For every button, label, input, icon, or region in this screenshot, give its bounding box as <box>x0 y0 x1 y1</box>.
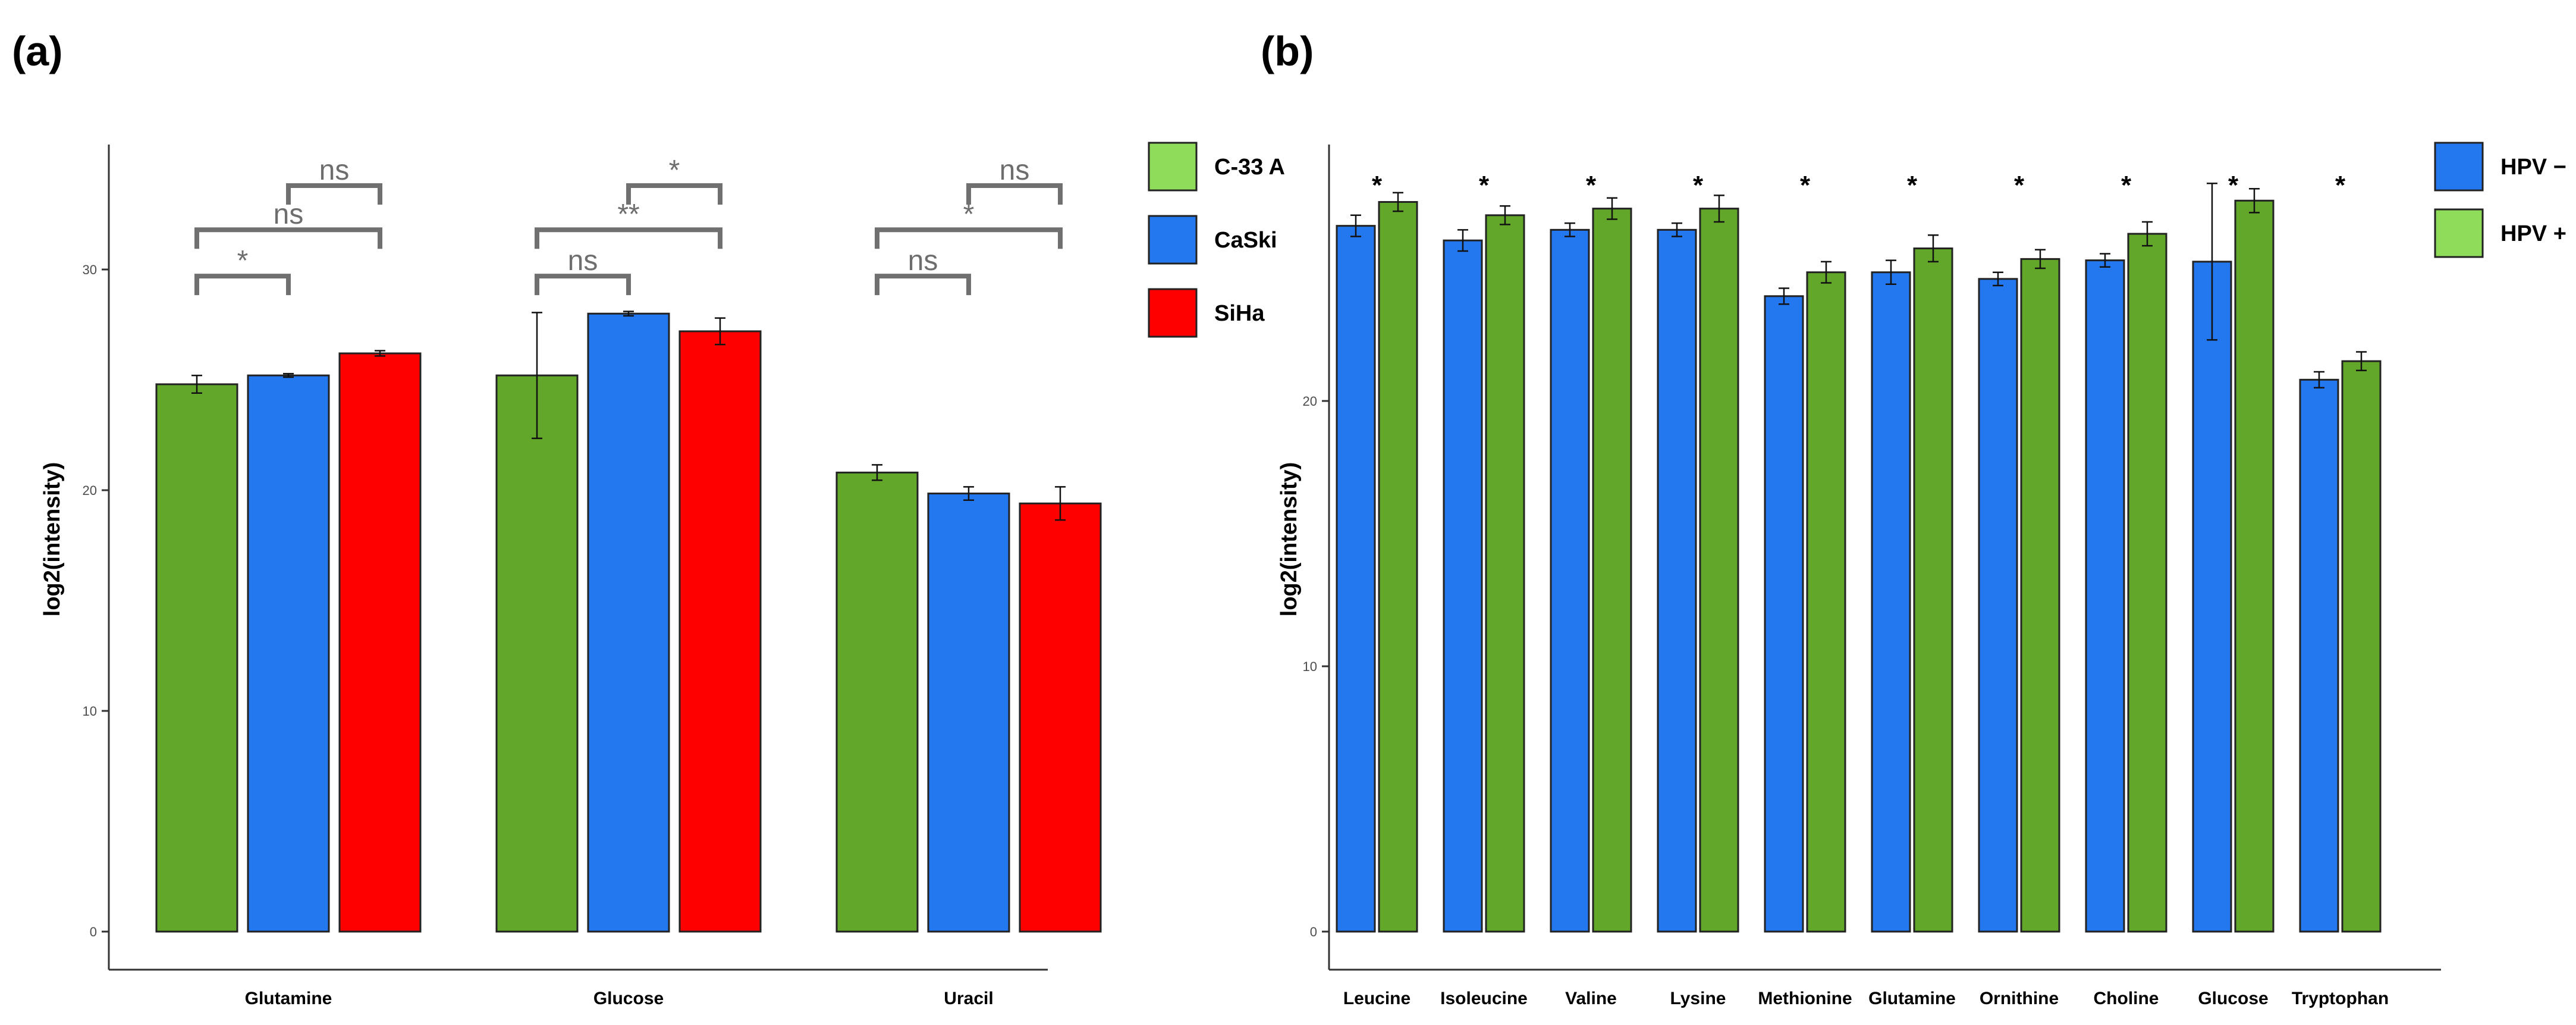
legend-label: C-33 A <box>1214 155 1285 180</box>
significance-bracket <box>286 183 382 205</box>
bar <box>1871 271 1911 933</box>
x-category-label: Choline <box>2094 989 2159 1008</box>
legend-swatch <box>1148 142 1198 192</box>
x-category-label: Uracil <box>944 989 993 1008</box>
significance-label: ns <box>908 245 938 277</box>
bar <box>2341 360 2382 933</box>
significance-label: ns <box>319 155 350 186</box>
y-axis-title: log2(intensity) <box>40 462 65 617</box>
bar <box>927 493 1010 933</box>
significance-bracket <box>194 227 382 249</box>
bar <box>155 383 238 933</box>
x-category-label: Leucine <box>1343 989 1410 1008</box>
panel-label: (b) <box>1261 28 1314 74</box>
y-tick-label: 20 <box>1303 394 1317 409</box>
bar <box>1378 201 1418 933</box>
bar <box>2299 378 2339 933</box>
y-tick-label: 10 <box>83 704 97 719</box>
legend-label: CaSki <box>1214 228 1277 253</box>
significance-bracket <box>535 274 631 296</box>
legend-swatch <box>1148 288 1198 338</box>
bar <box>495 374 579 933</box>
bar <box>1657 228 1697 933</box>
bar <box>678 330 762 933</box>
bar <box>2234 199 2275 933</box>
x-category-label: Valine <box>1565 989 1617 1008</box>
bar <box>2020 258 2060 933</box>
significance-label: * <box>669 155 680 186</box>
x-category-label: Glucose <box>593 989 664 1008</box>
significance-label: ns <box>568 245 598 277</box>
x-category-label: Methionine <box>1758 989 1852 1008</box>
significance-label: ns <box>1000 155 1030 186</box>
significance-bracket <box>875 274 971 296</box>
bar <box>587 312 670 933</box>
bar <box>1806 271 1846 933</box>
legend-swatch <box>2434 142 2484 192</box>
significance-bracket <box>194 274 291 296</box>
bar <box>1592 208 1632 933</box>
bar <box>1443 239 1483 933</box>
significance-label: * <box>1907 171 1918 200</box>
significance-label: * <box>1800 171 1811 200</box>
y-tick-label: 30 <box>83 262 97 277</box>
x-category-label: Tryptophan <box>2292 989 2389 1008</box>
panel-label: (a) <box>12 28 63 74</box>
legend-swatch <box>2434 208 2484 258</box>
y-axis-title: log2(intensity) <box>1277 462 1302 617</box>
legend-label: HPV + <box>2500 221 2566 246</box>
y-tick-label: 10 <box>1303 659 1317 674</box>
y-tick-label: 20 <box>83 483 97 498</box>
x-category-label: Ornithine <box>1980 989 2059 1008</box>
significance-label: * <box>2121 171 2132 200</box>
bar <box>1019 502 1102 933</box>
legend-label: HPV − <box>2500 155 2566 180</box>
bar <box>1699 208 1739 933</box>
bar <box>1550 228 1590 933</box>
legend-swatch <box>1148 215 1198 265</box>
panel-b: (b) 0 10 20 log2(intensity) Leucine Isoleucine… <box>1261 28 2566 1008</box>
significance-label: * <box>2014 171 2025 200</box>
x-category-label: Glutamine <box>1868 989 1956 1008</box>
bar <box>1913 247 1953 933</box>
y-tick-label: 0 <box>1310 924 1317 939</box>
significance-label: * <box>1372 171 1383 200</box>
significance-bracket <box>626 183 722 205</box>
significance-label: * <box>963 199 975 230</box>
bar <box>1336 225 1376 933</box>
bar <box>1764 295 1804 933</box>
significance-label: * <box>2335 171 2346 200</box>
bar <box>2127 233 2167 933</box>
bar <box>835 471 919 933</box>
significance-bracket <box>875 227 1063 249</box>
x-category-label: Lysine <box>1670 989 1726 1008</box>
significance-label: * <box>1586 171 1597 200</box>
bar <box>1485 214 1525 933</box>
significance-bracket <box>535 227 722 249</box>
bar <box>1978 278 2018 933</box>
significance-label: * <box>237 245 249 277</box>
significance-label: * <box>2228 171 2239 200</box>
x-category-label: Isoleucine <box>1440 989 1528 1008</box>
y-tick-label: 0 <box>90 924 97 939</box>
bar <box>2192 261 2232 933</box>
significance-label: * <box>1479 171 1490 200</box>
panel-a: (a) 0 10 20 30 log2(intensity) Glutamine Glucos… <box>12 28 1285 1008</box>
legend-label: SiHa <box>1214 301 1265 326</box>
x-category-label: Glucose <box>2198 989 2268 1008</box>
significance-label: * <box>1693 171 1704 200</box>
x-category-label: Glutamine <box>245 989 332 1008</box>
significance-bracket <box>966 183 1063 205</box>
bar <box>2085 259 2125 933</box>
bar <box>247 374 330 933</box>
bar <box>338 352 422 933</box>
